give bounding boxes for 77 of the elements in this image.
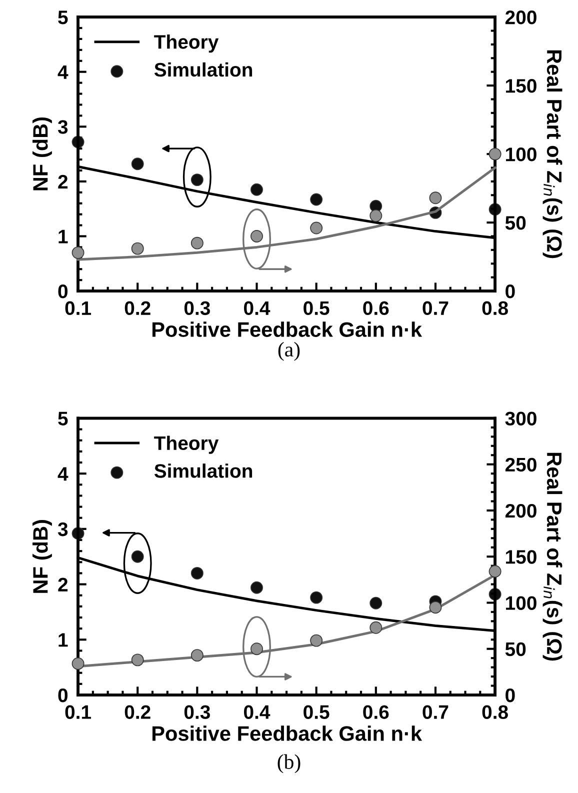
legend-label: Simulation: [154, 62, 252, 77]
y-tick-label: 2: [58, 578, 68, 592]
x-tick-label: 0.8: [482, 301, 508, 316]
x-tick-label: 0.7: [422, 301, 448, 316]
point: [429, 601, 442, 614]
point: [488, 565, 502, 578]
y2-axis-title: Real Part of Z$_{in}$(s) (Ω): [542, 50, 562, 258]
point: [190, 566, 204, 580]
x-tick-label: 0.6: [363, 301, 389, 316]
y2-tick-label: 0: [506, 688, 515, 702]
y-tick-label: 4: [58, 467, 68, 481]
y2-tick-label: 150: [506, 79, 536, 93]
point: [310, 222, 323, 234]
point: [131, 654, 144, 666]
x-tick-label: 0.4: [244, 301, 270, 316]
point: [370, 596, 382, 610]
point: [250, 183, 263, 196]
x-tick-label: 0.2: [124, 301, 150, 316]
point: [429, 192, 442, 204]
y2-tick-label: 250: [505, 458, 536, 472]
x-tick-label: 0.8: [482, 705, 508, 719]
y-tick-label: 3: [58, 120, 68, 134]
legend-label: Theory: [154, 34, 219, 53]
point: [370, 209, 382, 222]
x-axis-title: Positive Feedback Gain n·k: [152, 726, 422, 741]
y-tick-label: 0: [58, 688, 68, 702]
point: [72, 246, 84, 259]
y2-tick-label: 100: [506, 596, 536, 610]
x-axis-title: Positive Feedback Gain n·k: [152, 322, 422, 337]
x-tick-label: 0.1: [65, 705, 92, 719]
point: [488, 148, 502, 160]
point: [370, 621, 382, 634]
x-tick-label: 0.5: [304, 301, 330, 316]
point: [190, 174, 204, 186]
y2-axis-title: Real Part of Z$_{in}$(s) (Ω): [542, 452, 562, 661]
y2-tick-label: 200: [505, 504, 536, 518]
x-tick-label: 0.2: [124, 705, 150, 719]
y2-tick-label: 100: [506, 148, 536, 162]
point: [72, 657, 84, 670]
legend-label: Simulation: [154, 464, 252, 478]
x-tick-label: 0.4: [244, 705, 270, 719]
point: [190, 236, 204, 250]
x-tick-label: 0.6: [363, 705, 389, 719]
text: (a): [278, 342, 300, 361]
point: [250, 642, 263, 656]
point: [310, 591, 323, 604]
x-tick-label: 0.1: [65, 301, 92, 316]
y-tick-label: 5: [58, 412, 68, 426]
point: [310, 634, 323, 647]
y2-tick-label: 200: [505, 10, 536, 24]
point: [131, 242, 144, 255]
y2-tick-label: 50: [505, 642, 526, 656]
y-tick-label: 4: [58, 66, 68, 79]
x-tick-label: 0.5: [304, 705, 330, 719]
x-tick-label: 0.3: [184, 301, 210, 316]
y-axis-title: NF (dB): [32, 117, 52, 190]
y-tick-label: 5: [58, 10, 68, 24]
y2-tick-label: 0: [506, 284, 515, 298]
point: [190, 649, 204, 662]
point: [250, 581, 263, 594]
x-tick-label: 0.3: [184, 705, 210, 720]
point: [131, 158, 144, 170]
y2-tick-label: 150: [506, 550, 536, 564]
y-tick-label: 3: [58, 522, 68, 536]
x-tick-label: 0.7: [422, 705, 448, 719]
y-tick-label: 0: [58, 284, 68, 298]
y2-tick-label: 300: [505, 412, 536, 426]
text: (b): [278, 754, 300, 774]
point: [250, 230, 263, 242]
y2-tick-label: 50: [505, 216, 526, 230]
point: [310, 193, 323, 206]
y-tick-label: 1: [58, 633, 68, 647]
y-axis-title: NF (dB): [32, 520, 52, 593]
point: [131, 550, 144, 563]
legend-label: Theory: [154, 436, 219, 454]
y-tick-label: 2: [58, 174, 68, 188]
y-tick-label: 1: [58, 230, 68, 244]
